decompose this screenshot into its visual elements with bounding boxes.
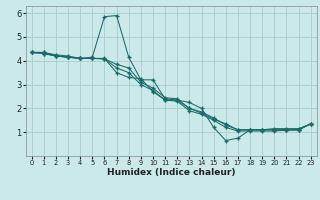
X-axis label: Humidex (Indice chaleur): Humidex (Indice chaleur) [107,168,236,177]
